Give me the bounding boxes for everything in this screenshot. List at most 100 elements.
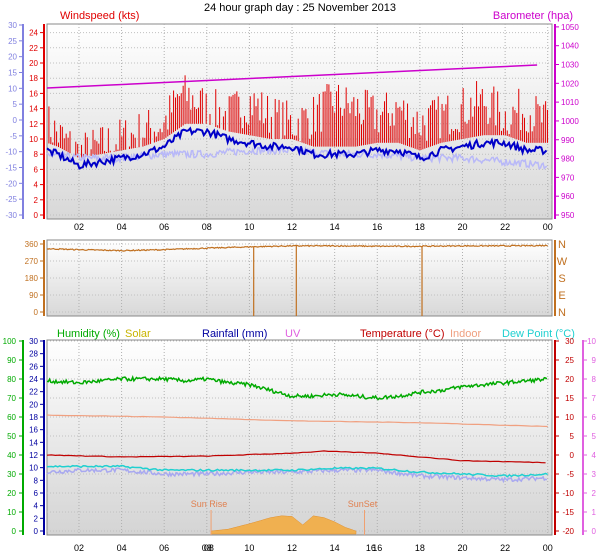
outer-tick-label: -20 [5,179,17,188]
humidity-tick-label: 70 [7,394,16,403]
outer-tick-label: -10 [5,148,17,157]
time-tick-label: 04 [117,543,127,553]
time-tick-label: 22 [500,543,510,553]
uv-tick-label: 10 [587,337,596,346]
sunset-label: SunSet [348,499,378,509]
barometer-line [46,64,538,89]
windspeed-average-line [46,126,548,170]
outer-tick-label: 30 [8,21,17,30]
temperature-axis: -20 -15 -10 -5 0 5 10 15 20 25 30 [554,337,575,536]
legend-entry: Solar [125,328,151,340]
rainfall-tick-label: 14 [29,438,38,447]
compass-label: E [558,290,565,302]
rainfall-tick-label: 0 [34,527,39,536]
rainfall-tick-label: 16 [29,426,38,435]
rainfall-tick-label: 18 [29,413,38,422]
outer-tick-label: 10 [8,84,17,93]
barometer-tick-label: 1030 [561,61,579,70]
humidity-axis: 0 10 20 30 40 50 60 70 80 90 100 [3,337,24,536]
temp-legend: Humidity (%) Solar Rainfall (mm) UV Temperat… [57,328,575,340]
time-tick-label: 08 [202,543,212,553]
windspeed-tick-label: 8 [34,150,39,159]
temperature-tick-label: 5 [570,432,575,441]
time-tick-label: 06 [159,543,169,553]
time-tick-label: 16 [372,543,382,553]
time-tick-label: 14 [330,543,340,553]
humidity-tick-label: 100 [3,337,17,346]
direction-tick-label: 180 [25,274,39,283]
temperature-tick-label: 20 [565,375,574,384]
uv-tick-label: 0 [592,527,597,536]
wind-grid [47,24,552,219]
rainfall-tick-label: 6 [34,489,39,498]
time-tick-label: 18 [415,543,425,553]
wind-time-axis: 02 04 06 08 10 12 14 16 18 20 22 00 [74,222,553,232]
dewpoint-min-line [46,466,548,484]
outer-tick-label: 0 [13,116,18,125]
uv-tick-label: 2 [592,489,597,498]
time-tick-label: 02 [74,222,84,232]
time-tick-label: 12 [287,222,297,232]
temp-series: Sun Rise SunSet [46,375,549,535]
barometer-tick-label: 970 [561,173,575,182]
direction-grid [47,240,552,316]
rainfall-tick-label: 22 [29,388,38,397]
windspeed-tick-label: 14 [29,105,38,114]
outer-left-axis: -30 -25 -20 -15 -10 -5 0 5 10 15 20 25 30 [5,21,24,220]
wind-barometer-panel: Windspeed (kts) Barometer (hpa) -30 -25 -2… [5,10,579,232]
direction-series [46,244,548,316]
wind-series [46,64,549,170]
barometer-tick-label: 1000 [561,117,579,126]
barometer-tick-label: 990 [561,136,575,145]
rainfall-tick-label: 2 [34,514,39,523]
rainfall-tick-label: 24 [29,375,38,384]
humidity-tick-label: 90 [7,356,16,365]
solar-area [210,515,357,535]
humidity-tick-label: 20 [7,489,16,498]
barometer-tick-label: 1010 [561,98,579,107]
time-tick-label: 00 [543,543,553,553]
direction-tick-label: 0 [34,308,39,317]
compass-label: W [557,256,568,268]
windspeed-tick-label: 20 [29,59,38,68]
barometer-tick-label: 960 [561,192,575,201]
uv-tick-label: 8 [592,375,597,384]
wind-direction-line [46,244,548,252]
rainfall-tick-label: 8 [34,476,39,485]
windspeed-tick-label: 2 [34,196,39,205]
temperature-tick-label: 0 [570,451,575,460]
barometer-tick-label: 1050 [561,23,579,32]
time-tick-label: 00 [543,222,553,232]
humidity-tick-label: 80 [7,375,16,384]
rainfall-tick-label: 4 [34,502,39,511]
outer-tick-label: -5 [10,132,18,141]
outer-tick-label: 20 [8,53,17,62]
compass-label: N [558,239,566,251]
windspeed-tick-label: 22 [29,44,38,53]
outer-tick-label: 25 [8,37,17,46]
humidity-tick-label: 60 [7,413,16,422]
cursor-time-label: 08 [204,543,214,553]
outer-tick-label: -25 [5,195,17,204]
rainfall-tick-label: 28 [29,350,38,359]
windspeed-tick-label: 4 [34,181,39,190]
temperature-tick-label: 30 [565,337,574,346]
temperature-line [46,450,546,464]
outer-tick-label: -30 [5,211,17,220]
humidity-line [46,375,548,401]
windspeed-label: Windspeed (kts) [60,10,139,22]
windspeed-tick-label: 12 [29,120,38,129]
barometer-tick-label: 1020 [561,79,579,88]
windspeed-tick-label: 0 [34,211,39,220]
legend-entry: Indoor [450,328,482,340]
time-tick-label: 20 [457,222,467,232]
time-tick-label: 14 [330,222,340,232]
legend-entry: Dew Point (°C) [502,328,575,340]
humidity-tick-label: 30 [7,470,16,479]
time-tick-label: 22 [500,222,510,232]
wind-plot-area [46,23,553,220]
compass-label: S [558,273,565,285]
dewpoint-line [46,464,549,478]
